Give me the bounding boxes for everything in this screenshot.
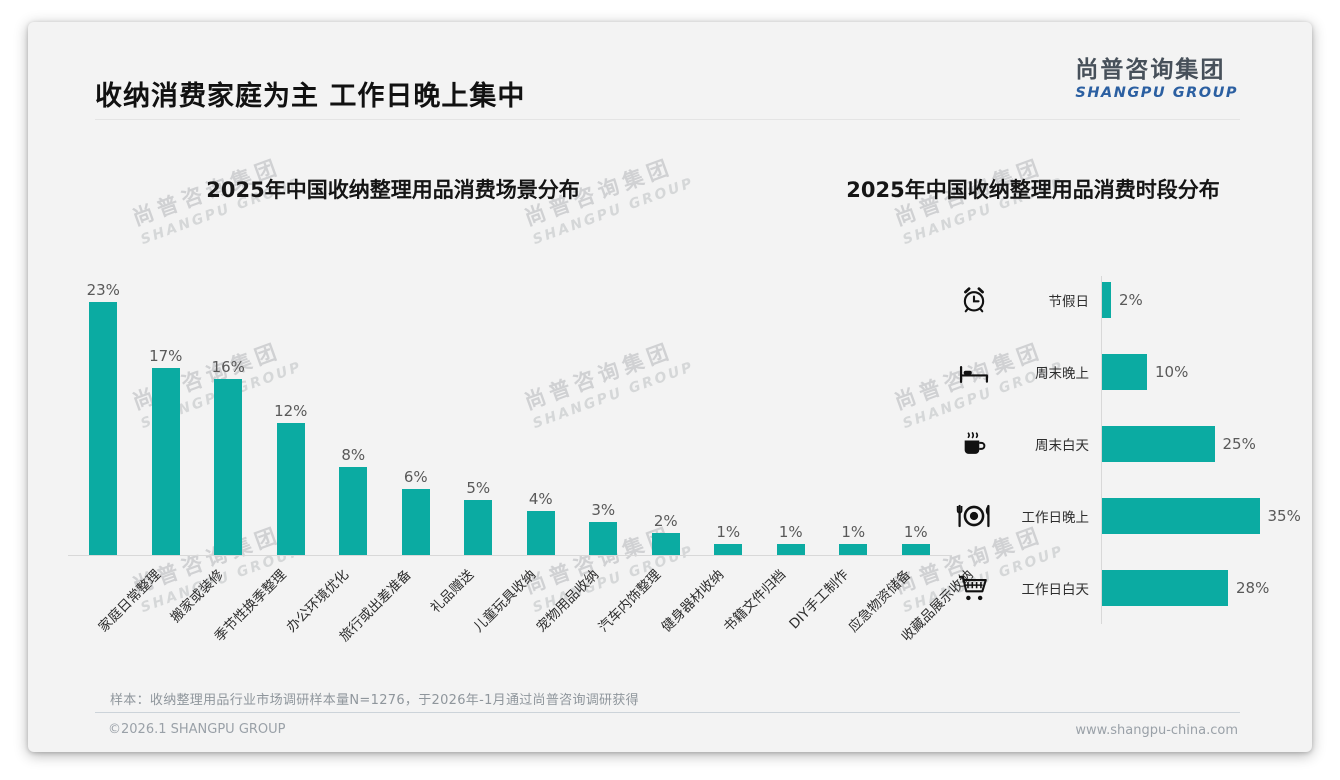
value-label: 1% — [716, 523, 741, 541]
bar — [839, 544, 868, 555]
bar-zone: 25% — [1089, 426, 1312, 462]
bar — [214, 379, 243, 555]
time-chart-plot: 节假日 2% 周末晚上 10% 周末白天 25% 工作日晚上 35% 工作日白天 28% — [949, 264, 1312, 624]
value-label: 1% — [778, 523, 803, 541]
bar-group: 1% 应急物资储备 — [822, 275, 914, 635]
bar — [1102, 354, 1147, 390]
bar-group: 4% 宠物用品收纳 — [510, 275, 602, 635]
value-label: 5% — [466, 479, 491, 497]
category-label: 儿童玩具收纳 — [470, 566, 540, 636]
value-label: 3% — [591, 501, 616, 519]
time-label: 节假日 — [1048, 294, 1090, 310]
value-label: 12% — [274, 402, 308, 420]
bar — [1102, 570, 1228, 606]
time-row: 工作日白天 28% — [949, 552, 1312, 624]
value-label: 10% — [1155, 363, 1189, 381]
bar — [1102, 282, 1111, 318]
bar — [151, 368, 180, 555]
time-label: 工作日白天 — [1021, 582, 1090, 598]
bar — [401, 489, 430, 555]
time-chart-axis — [1101, 276, 1102, 624]
value-label: 16% — [211, 358, 245, 376]
slide: 尚普咨询集团 SHANGPU GROUP 尚普咨询集团 SHANGPU GROUP 尚普… — [28, 22, 1312, 752]
value-label: 23% — [86, 281, 120, 299]
bar-group: 12% 办公环境优化 — [260, 275, 352, 635]
time-label: 周末晚上 — [1035, 366, 1089, 382]
value-label: 1% — [841, 523, 866, 541]
category-label: 家庭日常整理 — [95, 566, 165, 636]
bar-group: 1% 书籍文件归档 — [697, 275, 789, 635]
bar — [276, 423, 305, 555]
logo-en-text: SHANGPU GROUP — [1075, 85, 1238, 101]
category-label: 礼品赠送 — [427, 566, 477, 617]
value-label: 35% — [1267, 507, 1301, 525]
logo-cn-text: 尚普咨询集团 — [1075, 57, 1226, 83]
time-row: 周末晚上 10% — [949, 336, 1312, 408]
bar-group: 23% 家庭日常整理 — [72, 275, 165, 635]
bar-group: 1% DIY手工制作 — [760, 275, 852, 632]
bar — [1102, 426, 1215, 462]
category-label: 健身器材收纳 — [658, 566, 727, 636]
bar-group: 3% 汽车内饰整理 — [572, 275, 664, 635]
bar — [901, 544, 930, 555]
scene-chart-plot: 23% 家庭日常整理 17% 搬家或装修 16% 季节性换季整理 12% 办公环境优化 8% 旅行… — [72, 275, 977, 645]
footer-divider — [95, 712, 1240, 713]
sample-note: 样本：收纳整理用品行业市场调研样本量N=1276，于2026年-1月通过尚普咨询… — [110, 693, 639, 708]
value-label: 2% — [653, 512, 678, 530]
time-chart-title: 2025年中国收纳整理用品消费时段分布 — [846, 178, 1220, 202]
dining-icon — [949, 500, 999, 532]
time-row: 工作日晚上 35% — [949, 480, 1312, 552]
time-row: 周末白天 25% — [949, 408, 1312, 480]
bar — [339, 467, 368, 555]
time-label: 周末白天 — [1035, 438, 1089, 454]
bar-zone: 28% — [1089, 570, 1312, 606]
scene-chart-baseline — [68, 555, 952, 556]
coffee-icon — [949, 429, 999, 459]
alarm-clock-icon — [949, 285, 999, 315]
bar-zone: 2% — [1089, 282, 1312, 318]
bar — [714, 544, 743, 555]
page-title: 收纳消费家庭为主 工作日晚上集中 — [95, 81, 526, 112]
bar — [89, 302, 118, 555]
category-label: 搬家或装修 — [167, 566, 227, 626]
value-label: 25% — [1222, 435, 1256, 453]
bar — [526, 511, 555, 555]
bar-zone: 10% — [1089, 354, 1312, 390]
scene-chart-title: 2025年中国收纳整理用品消费场景分布 — [206, 178, 580, 202]
copyright-text: ©2026.1 SHANGPU GROUP — [108, 722, 286, 737]
bar-group: 2% 健身器材收纳 — [635, 275, 727, 635]
value-label: 17% — [149, 347, 183, 365]
bed-icon — [949, 357, 999, 387]
time-row: 节假日 2% — [949, 264, 1312, 336]
bar — [589, 522, 618, 555]
category-label: 汽车内饰整理 — [595, 566, 665, 636]
category-label: 宠物用品收纳 — [533, 566, 602, 636]
category-label: 书籍文件归档 — [720, 566, 790, 636]
bar-group: 6% 礼品赠送 — [385, 275, 477, 616]
bar-zone: 35% — [1089, 498, 1312, 534]
bar — [464, 500, 493, 555]
bar-group: 8% 旅行或出差准备 — [322, 275, 414, 645]
value-label: 2% — [1119, 291, 1143, 309]
bar — [1102, 498, 1260, 534]
value-label: 28% — [1236, 579, 1270, 597]
value-label: 6% — [403, 468, 428, 486]
bar — [776, 544, 805, 555]
bar-group: 1% 收藏品展示收纳 — [885, 275, 977, 645]
title-divider — [95, 119, 1240, 120]
time-label: 工作日晚上 — [1021, 510, 1090, 526]
bar-group: 16% 季节性换季整理 — [197, 275, 289, 645]
bar-group: 17% 搬家或装修 — [135, 275, 227, 626]
cart-icon — [949, 572, 999, 604]
value-label: 4% — [528, 490, 553, 508]
value-label: 1% — [903, 523, 928, 541]
logo: 尚普咨询集团 SHANGPU GROUP — [1075, 50, 1238, 101]
website-text: www.shangpu-china.com — [1075, 723, 1238, 738]
bar-group: 5% 儿童玩具收纳 — [447, 275, 539, 635]
value-label: 8% — [341, 446, 366, 464]
category-label: DIY手工制作 — [786, 566, 852, 633]
bar — [651, 533, 680, 555]
